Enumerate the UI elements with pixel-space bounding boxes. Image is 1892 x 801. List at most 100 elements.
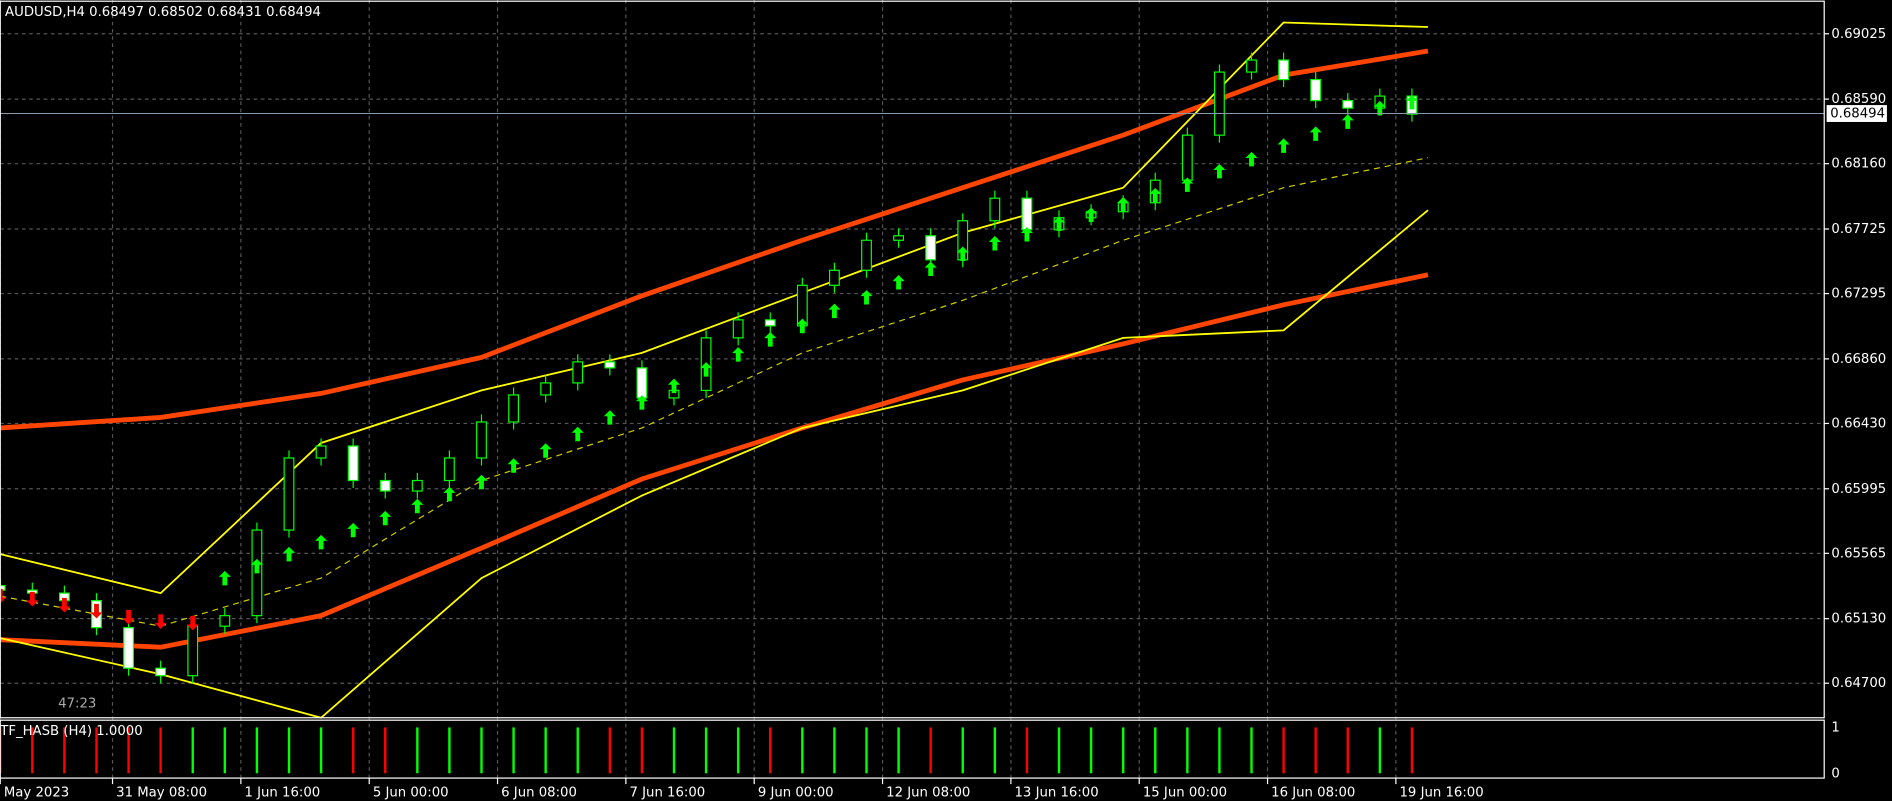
signal-arrow bbox=[1149, 187, 1162, 203]
indicator-bar bbox=[897, 727, 900, 774]
signal-arrow bbox=[443, 486, 456, 502]
candle-body bbox=[1278, 59, 1290, 81]
candle-body bbox=[861, 239, 872, 271]
indicator-line bbox=[0, 209, 1429, 719]
candle-body bbox=[828, 269, 840, 286]
x-tick-label: 7 Jun 16:00 bbox=[629, 786, 705, 801]
signal-arrow bbox=[1213, 163, 1226, 179]
indicator-bar bbox=[1025, 727, 1029, 774]
candle-body bbox=[636, 367, 648, 399]
indicator-bar bbox=[287, 727, 291, 774]
signal-arrow bbox=[1020, 227, 1033, 242]
sub-tick-label: 1 bbox=[1831, 720, 1839, 735]
indicator-bar bbox=[929, 727, 932, 774]
signal-arrow bbox=[379, 510, 392, 526]
y-tick-label: 0.65130 bbox=[1831, 612, 1886, 627]
signal-arrow bbox=[956, 246, 969, 262]
signal-arrow bbox=[347, 522, 360, 538]
x-tick-label: May 2023 bbox=[4, 786, 69, 801]
plot bbox=[0, 21, 1825, 774]
signal-arrow bbox=[764, 332, 777, 347]
signal-arrow bbox=[892, 275, 905, 290]
signal-arrow bbox=[796, 318, 809, 334]
indicator-bar bbox=[512, 727, 515, 774]
signal-arrow bbox=[1117, 196, 1130, 212]
indicator-bar bbox=[1250, 727, 1253, 774]
indicator-bar bbox=[351, 727, 355, 774]
signal-arrow bbox=[507, 458, 520, 473]
indicator-bar bbox=[127, 727, 130, 774]
axis: 0.69025 0.68590 0.68160 0.67725 0.67295 0.668… bbox=[0, 27, 1887, 801]
indicator-bar bbox=[1218, 727, 1221, 774]
x-tick-label: 16 Jun 08:00 bbox=[1271, 786, 1355, 801]
candle-body bbox=[925, 235, 937, 261]
candle-body bbox=[604, 361, 616, 369]
indicator-bar bbox=[1121, 727, 1125, 774]
indicator-line bbox=[0, 21, 1429, 595]
candle-body bbox=[155, 667, 167, 677]
candle-body bbox=[764, 319, 776, 327]
indicator-bar bbox=[31, 727, 34, 774]
indicator-bar bbox=[576, 727, 579, 774]
signal-arrow bbox=[732, 347, 745, 362]
candle-body bbox=[572, 361, 584, 384]
indicator-bar bbox=[319, 727, 323, 774]
candle-body bbox=[540, 382, 552, 396]
candle-body bbox=[315, 445, 327, 459]
indicator-bar bbox=[801, 727, 804, 774]
indicator-bar bbox=[1154, 727, 1157, 774]
candle-body bbox=[219, 615, 231, 627]
signal-arrow bbox=[475, 474, 488, 490]
indicator-bar bbox=[255, 727, 259, 774]
candle-body bbox=[893, 235, 905, 241]
candle-body bbox=[1342, 100, 1354, 109]
indicator-bar bbox=[544, 727, 547, 774]
x-tick-label: 15 Jun 00:00 bbox=[1143, 786, 1227, 801]
candle-body bbox=[411, 479, 423, 492]
x-tick-label: 9 Jun 00:00 bbox=[758, 786, 834, 801]
signal-arrow bbox=[186, 615, 199, 631]
candle-body bbox=[508, 394, 520, 423]
candle-body bbox=[1181, 134, 1193, 181]
signal-arrow bbox=[315, 534, 328, 550]
signal-arrow bbox=[1373, 100, 1386, 116]
indicator-bar bbox=[1314, 727, 1317, 774]
last-price-label: 0.68494 bbox=[1830, 107, 1885, 122]
indicator-bar bbox=[63, 727, 66, 774]
y-tick-label: 0.64700 bbox=[1831, 676, 1886, 691]
signal-arrow bbox=[571, 426, 584, 442]
indicator-bar bbox=[833, 727, 836, 774]
grid bbox=[0, 0, 1825, 779]
candle-body bbox=[347, 445, 359, 482]
signal-arrow bbox=[26, 591, 39, 607]
signal-arrow bbox=[218, 570, 231, 586]
y-tick-label: 0.67725 bbox=[1831, 222, 1886, 237]
y-tick-label: 0.68160 bbox=[1831, 157, 1886, 172]
candle-body bbox=[1310, 78, 1322, 102]
y-tick-label: 0.66430 bbox=[1831, 416, 1886, 431]
indicator-bar bbox=[416, 727, 419, 774]
signal-arrow bbox=[667, 378, 681, 394]
signal-arrow bbox=[90, 603, 103, 619]
signal-arrow bbox=[860, 290, 873, 305]
candle-body bbox=[283, 457, 295, 531]
indicator-bar bbox=[961, 727, 964, 774]
x-tick-label: 31 May 08:00 bbox=[116, 786, 207, 801]
indicator-bar bbox=[736, 727, 740, 774]
signal-arrow bbox=[1405, 94, 1418, 110]
indicator-bar bbox=[448, 727, 451, 774]
sub-tick-label: 0 bbox=[1831, 766, 1839, 781]
indicator-line bbox=[0, 157, 1429, 627]
candle-body bbox=[1021, 197, 1033, 231]
signal-arrow bbox=[539, 443, 552, 458]
candle-body bbox=[1213, 71, 1225, 136]
x-tick-label: 13 Jun 16:00 bbox=[1014, 786, 1098, 801]
y-tick-label: 0.67295 bbox=[1831, 287, 1886, 302]
indicator-bar bbox=[159, 727, 162, 774]
indicator-bar bbox=[480, 727, 483, 774]
x-tick-label: 19 Jun 16:00 bbox=[1400, 786, 1484, 801]
candle-body bbox=[379, 479, 391, 492]
signal-arrow bbox=[250, 558, 263, 574]
